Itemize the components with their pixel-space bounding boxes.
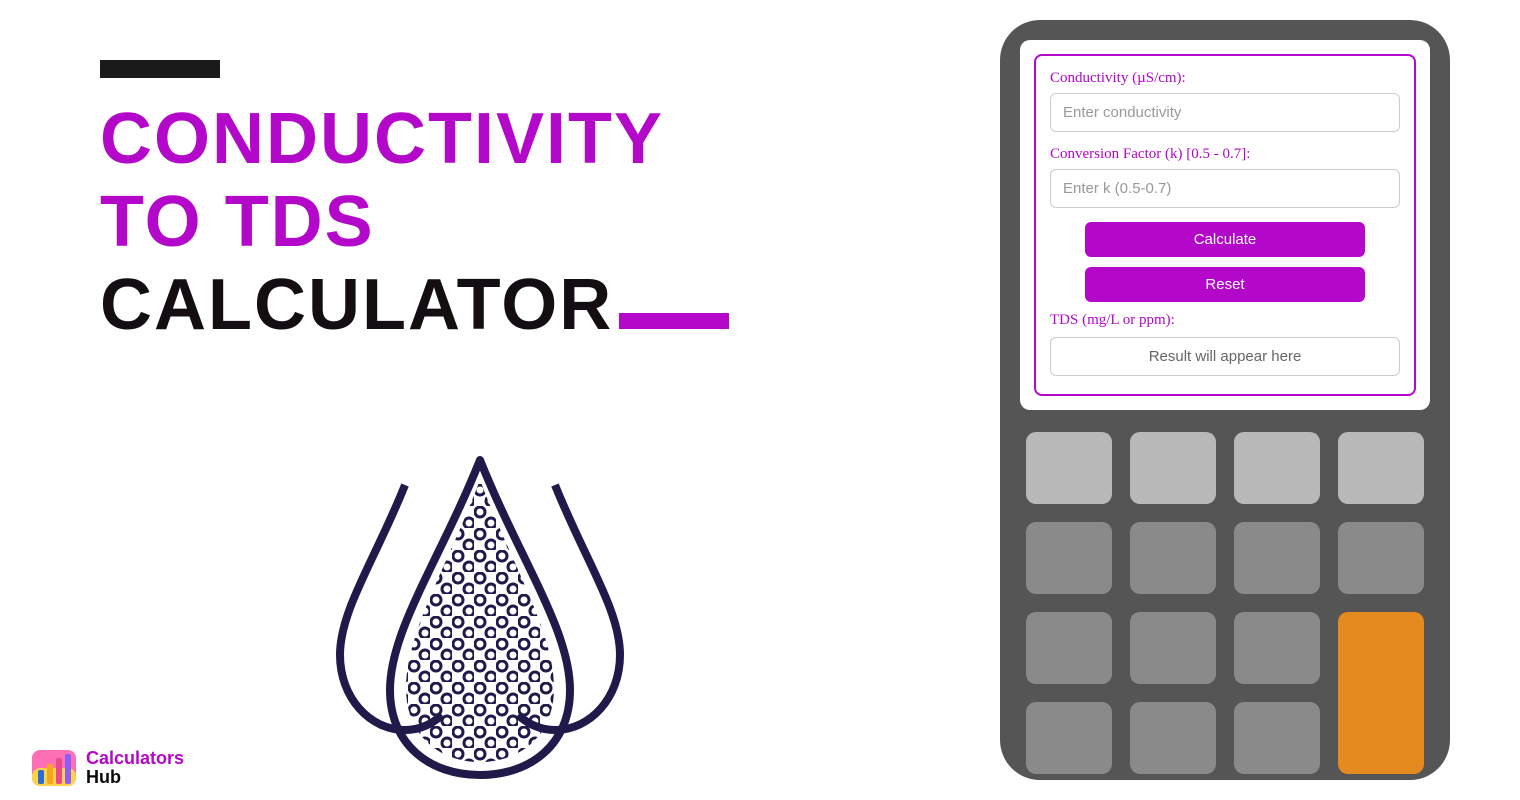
keypad-key[interactable] (1234, 612, 1320, 684)
calculator-screen: Conductivity (µS/cm): Conversion Factor … (1020, 40, 1430, 410)
factor-label: Conversion Factor (k) [0.5 - 0.7]: (1050, 146, 1400, 163)
result-output: Result will appear here (1050, 337, 1400, 376)
page-title-block: CONDUCTIVITY TO TDS CALCULATOR (100, 60, 729, 346)
keypad-key[interactable] (1130, 702, 1216, 774)
reset-button[interactable]: Reset (1085, 267, 1365, 302)
brand-logo: Calculators Hub (30, 748, 184, 788)
keypad-key[interactable] (1234, 702, 1320, 774)
conductivity-label: Conductivity (µS/cm): (1050, 70, 1400, 87)
keypad-key[interactable] (1026, 522, 1112, 594)
keypad-key[interactable] (1130, 612, 1216, 684)
logo-line-2: Hub (86, 768, 184, 787)
calculator-keypad (1020, 432, 1430, 774)
title-accent-bar-top (100, 60, 220, 78)
keypad-equals-key[interactable] (1338, 612, 1424, 774)
title-accent-bar-bottom (619, 313, 729, 329)
result-label: TDS (mg/L or ppm): (1050, 312, 1400, 329)
keypad-key[interactable] (1234, 432, 1320, 504)
keypad-key[interactable] (1026, 702, 1112, 774)
title-line-2: TO TDS (100, 181, 729, 264)
water-droplets-icon (320, 440, 640, 780)
logo-text: Calculators Hub (86, 749, 184, 787)
logo-bars-icon (30, 748, 78, 788)
keypad-key[interactable] (1130, 522, 1216, 594)
factor-input[interactable] (1050, 169, 1400, 208)
keypad-key[interactable] (1338, 432, 1424, 504)
title-line-1: CONDUCTIVITY (100, 98, 729, 181)
keypad-key[interactable] (1026, 432, 1112, 504)
keypad-key[interactable] (1234, 522, 1320, 594)
keypad-key[interactable] (1026, 612, 1112, 684)
conductivity-input[interactable] (1050, 93, 1400, 132)
keypad-key[interactable] (1338, 522, 1424, 594)
calculator-device: Conductivity (µS/cm): Conversion Factor … (1000, 20, 1450, 780)
calculator-form: Conductivity (µS/cm): Conversion Factor … (1034, 54, 1416, 396)
logo-line-1: Calculators (86, 749, 184, 768)
keypad-key[interactable] (1130, 432, 1216, 504)
title-line-3: CALCULATOR (100, 265, 613, 345)
calculate-button[interactable]: Calculate (1085, 222, 1365, 257)
